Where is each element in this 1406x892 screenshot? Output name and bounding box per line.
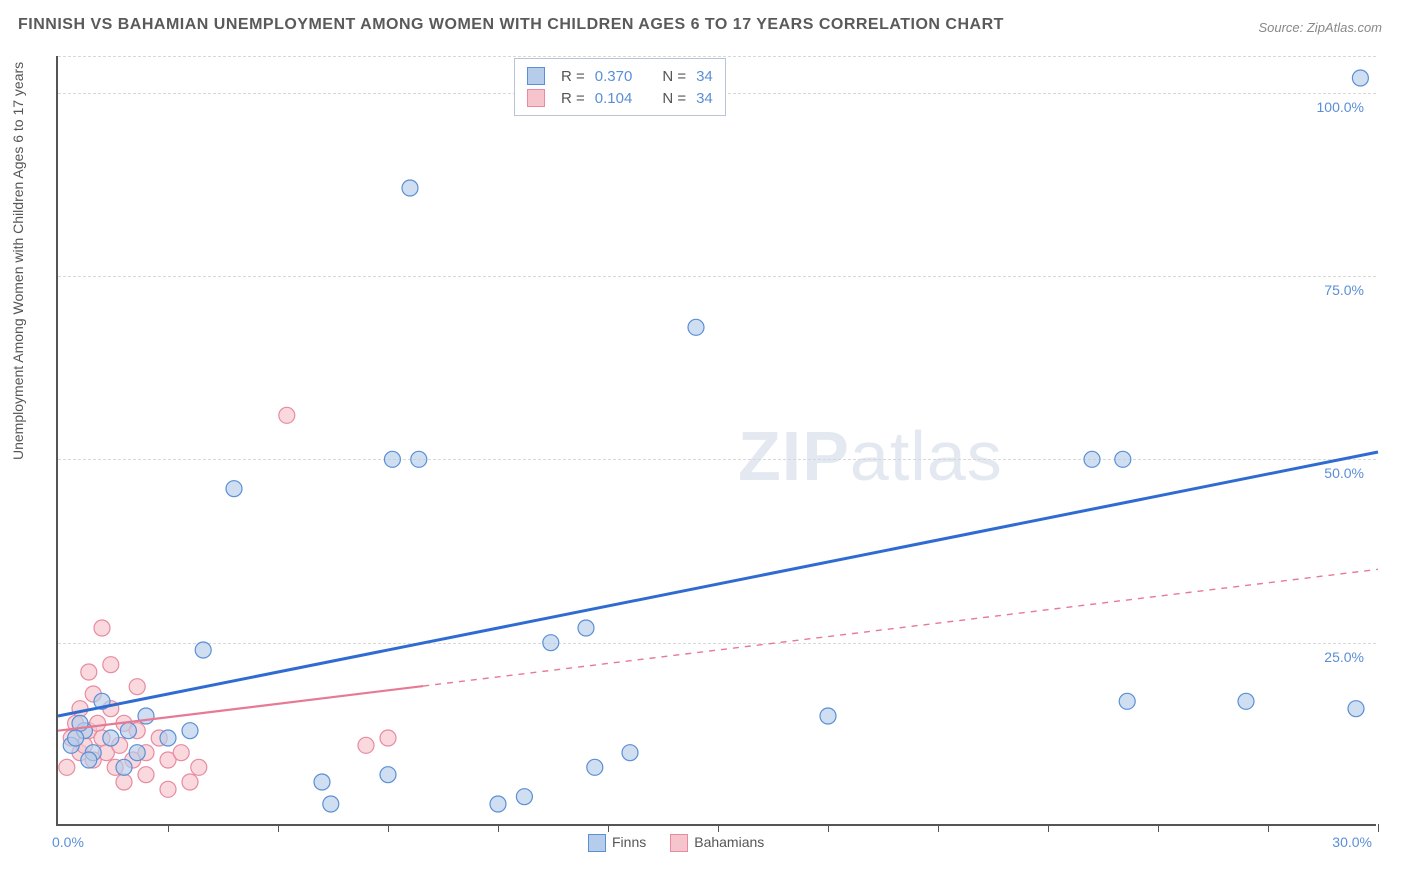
scatter-point — [820, 708, 836, 724]
legend-stats-box: R = 0.370 N = 34 R = 0.104 N = 34 — [514, 58, 726, 116]
scatter-point — [120, 723, 136, 739]
scatter-point — [587, 759, 603, 775]
scatter-point — [1238, 693, 1254, 709]
legend-label: Bahamians — [694, 834, 764, 850]
stat-n-value: 34 — [696, 68, 713, 85]
x-tick — [1048, 824, 1049, 832]
x-tick — [388, 824, 389, 832]
scatter-point — [578, 620, 594, 636]
stat-n-label: N = — [662, 68, 686, 85]
stat-r-value: 0.104 — [595, 90, 633, 107]
x-axis-min-label: 0.0% — [52, 834, 84, 850]
scatter-point — [1115, 451, 1131, 467]
legend-swatch — [588, 834, 606, 852]
scatter-point — [182, 723, 198, 739]
scatter-point — [173, 745, 189, 761]
stat-n-label: N = — [662, 90, 686, 107]
stat-r-value: 0.370 — [595, 68, 633, 85]
source-label: Source: ZipAtlas.com — [1258, 20, 1382, 35]
scatter-point — [129, 745, 145, 761]
chart-svg — [58, 56, 1376, 824]
legend-stats-row: R = 0.104 N = 34 — [527, 87, 713, 109]
x-tick — [498, 824, 499, 832]
scatter-point — [314, 774, 330, 790]
scatter-point — [358, 737, 374, 753]
scatter-point — [182, 774, 198, 790]
scatter-point — [688, 319, 704, 335]
scatter-point — [226, 481, 242, 497]
scatter-point — [68, 730, 84, 746]
legend-swatch — [527, 89, 545, 107]
regression-line — [58, 452, 1378, 716]
legend-stats-row: R = 0.370 N = 34 — [527, 65, 713, 87]
scatter-point — [81, 752, 97, 768]
x-tick — [278, 824, 279, 832]
regression-line — [423, 569, 1378, 686]
scatter-point — [94, 620, 110, 636]
scatter-point — [195, 642, 211, 658]
scatter-point — [72, 701, 88, 717]
scatter-point — [116, 774, 132, 790]
plot-area: 25.0%50.0%75.0%100.0% ZIPatlas R =0.370N… — [56, 56, 1376, 826]
stat-r-label: R = — [561, 90, 585, 107]
scatter-point — [138, 767, 154, 783]
scatter-point — [490, 796, 506, 812]
scatter-point — [103, 730, 119, 746]
x-axis-max-label: 30.0% — [1332, 834, 1372, 850]
stat-n-value: 34 — [696, 90, 713, 107]
x-tick — [168, 824, 169, 832]
scatter-point — [103, 657, 119, 673]
x-tick — [1268, 824, 1269, 832]
scatter-point — [191, 759, 207, 775]
scatter-point — [129, 679, 145, 695]
scatter-point — [59, 759, 75, 775]
x-tick — [1158, 824, 1159, 832]
stat-r-label: R = — [561, 68, 585, 85]
scatter-point — [279, 407, 295, 423]
x-tick — [1378, 824, 1379, 832]
y-axis-label: Unemployment Among Women with Children A… — [10, 62, 26, 460]
scatter-point — [411, 451, 427, 467]
legend-item: Finns — [588, 834, 646, 852]
scatter-point — [402, 180, 418, 196]
scatter-point — [323, 796, 339, 812]
scatter-point — [384, 451, 400, 467]
legend-item: Bahamians — [670, 834, 764, 852]
scatter-point — [1348, 701, 1364, 717]
scatter-point — [160, 730, 176, 746]
scatter-point — [1352, 70, 1368, 86]
scatter-point — [516, 789, 532, 805]
x-tick — [608, 824, 609, 832]
scatter-point — [380, 767, 396, 783]
scatter-point — [81, 664, 97, 680]
legend-swatch — [670, 834, 688, 852]
x-tick — [938, 824, 939, 832]
chart-title: FINNISH VS BAHAMIAN UNEMPLOYMENT AMONG W… — [18, 16, 1004, 34]
legend-label: Finns — [612, 834, 646, 850]
scatter-point — [380, 730, 396, 746]
scatter-point — [622, 745, 638, 761]
scatter-point — [116, 759, 132, 775]
legend-swatch — [527, 67, 545, 85]
x-tick — [828, 824, 829, 832]
x-tick — [718, 824, 719, 832]
scatter-point — [1084, 451, 1100, 467]
scatter-point — [160, 781, 176, 797]
scatter-point — [543, 635, 559, 651]
legend-bottom: Finns Bahamians — [588, 834, 764, 852]
scatter-point — [1119, 693, 1135, 709]
